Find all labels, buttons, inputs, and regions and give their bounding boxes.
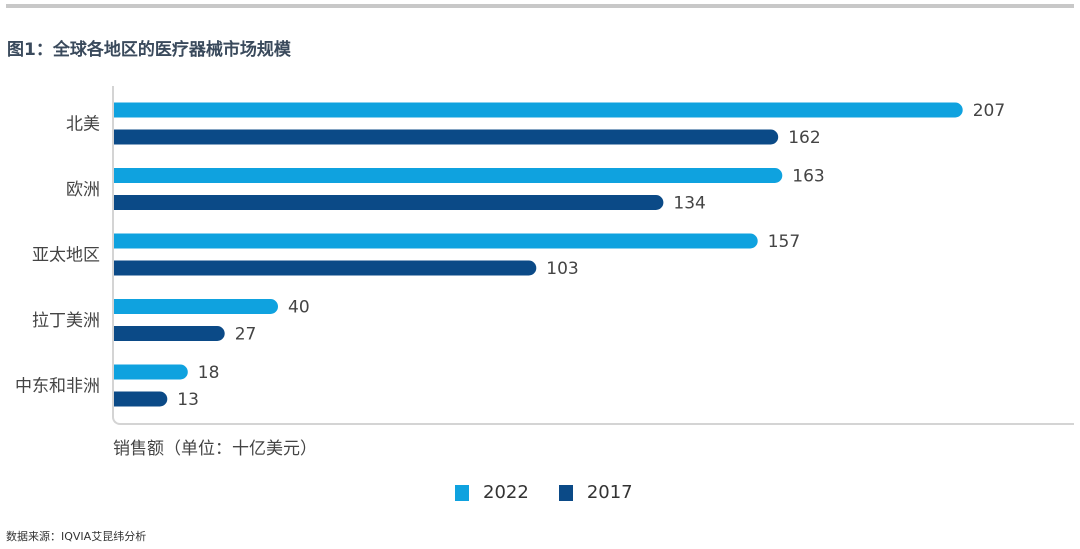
value-label-2017: 134 (673, 194, 705, 214)
bar-2022 (114, 299, 279, 314)
legend-swatch-2017 (558, 484, 573, 501)
legend-label-2017: 2017 (586, 482, 633, 503)
plot-frame (112, 86, 1074, 425)
value-label-2022: 18 (198, 363, 220, 383)
value-label-2022: 157 (768, 232, 800, 252)
category-label: 拉丁美洲 (32, 311, 100, 331)
category-label: 亚太地区 (32, 246, 100, 266)
legend-item-2022: 2022 (455, 482, 529, 503)
bar-2022 (114, 233, 758, 249)
bar-2022 (114, 168, 783, 183)
category-label: 北美 (66, 115, 100, 135)
value-label-2017: 13 (177, 390, 199, 410)
chart-title: 图1：全球各地区的医疗器械市场规模 (7, 40, 291, 60)
bar-2017 (114, 326, 225, 341)
legend-swatch-2022 (455, 484, 469, 501)
value-label-2022: 40 (288, 298, 310, 318)
value-label-2017: 27 (235, 325, 257, 345)
source-note: 数据来源：IQVIA艾昆纬分析 (6, 530, 147, 543)
legend: 2022 2017 (455, 482, 663, 503)
value-label-2017: 103 (546, 259, 578, 279)
category-label: 中东和非洲 (15, 377, 100, 397)
bar-2017 (114, 260, 537, 276)
legend-label-2022: 2022 (483, 482, 529, 503)
legend-item-2017: 2017 (558, 482, 633, 503)
bar-2022 (114, 364, 188, 380)
value-label-2022: 207 (973, 101, 1005, 121)
value-label-2017: 162 (788, 128, 820, 148)
category-label: 欧洲 (66, 180, 100, 200)
bar-2017 (114, 391, 168, 407)
bar-2017 (114, 129, 779, 145)
x-axis-label: 销售额（单位：十亿美元） (113, 439, 317, 459)
bar-2017 (114, 195, 664, 210)
value-label-2022: 163 (792, 167, 824, 187)
top-divider (6, 4, 1074, 8)
bar-2022 (114, 102, 963, 118)
